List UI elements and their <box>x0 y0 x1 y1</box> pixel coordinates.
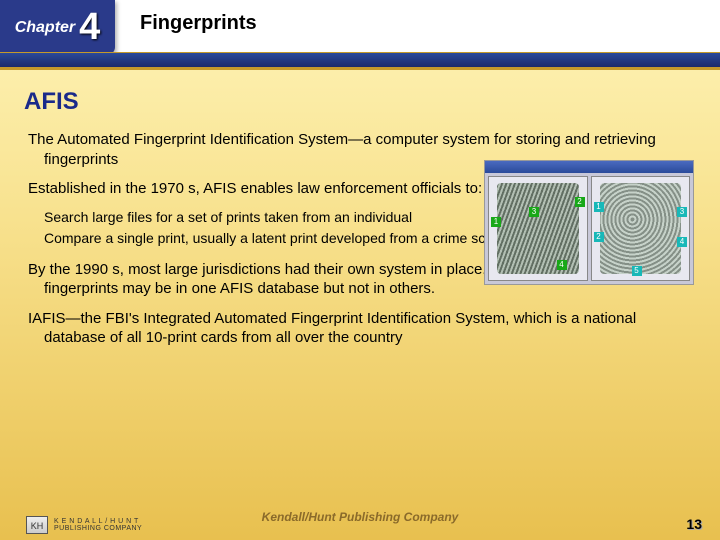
marker-icon: 3 <box>677 207 687 217</box>
chapter-number: 4 <box>79 6 100 49</box>
afis-titlebar <box>485 161 693 173</box>
header-accent-bar <box>0 52 720 70</box>
afis-screenshot: 1 2 3 4 1 2 3 4 5 <box>484 160 694 285</box>
marker-icon: 2 <box>575 197 585 207</box>
chapter-title: Fingerprints <box>140 12 257 35</box>
chapter-label: Chapter <box>15 19 75 37</box>
marker-icon: 3 <box>529 207 539 217</box>
marker-icon: 5 <box>632 266 642 276</box>
fingerprint-right <box>600 183 682 274</box>
paragraph-iafis: IAFIS—the FBI's Integrated Automated Fin… <box>44 309 692 348</box>
publisher-line2: PUBLISHING COMPANY <box>54 525 142 532</box>
bullet-search: Search large files for a set of prints t… <box>60 209 520 227</box>
page-number: 13 <box>686 516 702 532</box>
afis-pane-left: 1 2 3 4 <box>488 176 588 281</box>
marker-icon: 4 <box>677 237 687 247</box>
marker-icon: 4 <box>557 260 567 270</box>
slide-header: Chapter 4 Fingerprints <box>0 0 720 70</box>
afis-panes: 1 2 3 4 1 2 3 4 5 <box>485 173 693 284</box>
marker-icon: 2 <box>594 232 604 242</box>
bullet-compare: Compare a single print, usually a latent… <box>60 230 520 248</box>
slide-content: AFIS The Automated Fingerprint Identific… <box>0 70 720 348</box>
marker-icon: 1 <box>491 217 501 227</box>
paragraph-established: Established in the 1970 s, AFIS enables … <box>44 179 484 199</box>
marker-icon: 1 <box>594 202 604 212</box>
chapter-badge: Chapter 4 <box>0 0 115 55</box>
slide-title: AFIS <box>24 88 692 116</box>
afis-pane-right: 1 2 3 4 5 <box>591 176 691 281</box>
slide-footer: KH K E N D A L L / H U N T PUBLISHING CO… <box>0 510 720 540</box>
footer-center-text: Kendall/Hunt Publishing Company <box>0 510 720 524</box>
